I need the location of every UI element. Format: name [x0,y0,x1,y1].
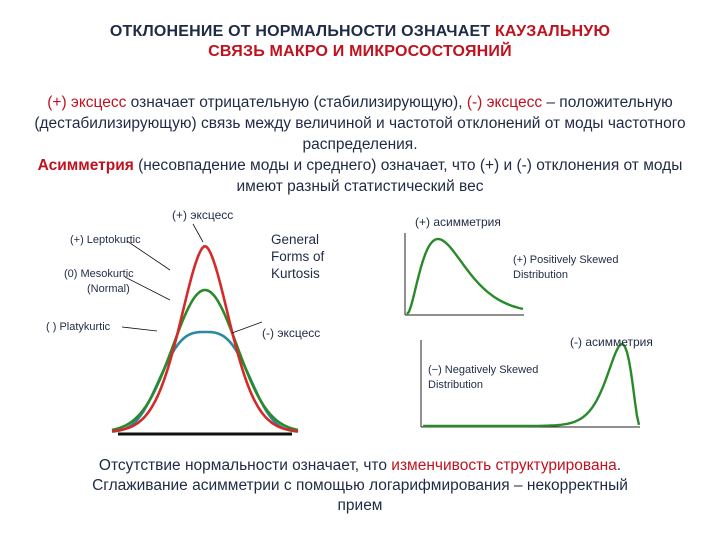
mesokurtic-label: (0) Mesokurtic [64,268,134,280]
leptokurtic-label: (+) Leptokurtic [70,234,141,246]
page-title: ОТКЛОНЕНИЕ ОТ НОРМАЛЬНОСТИ ОЗНАЧАЕТ КАУЗ… [0,22,720,62]
pos-excess-pointer [192,223,204,243]
neg-excess-pointer [231,321,263,334]
mesokurtic-curve [111,288,299,432]
footer-text-1: Отсутствие нормальности означает, что [98,457,392,474]
title-line-2: СВЯЗЬ МАКРО И МИКРОСОСТОЯНИЙ [208,43,512,60]
title-text: ОТКЛОНЕНИЕ ОТ НОРМАЛЬНОСТИ ОЗНАЧАЕТ [109,23,495,40]
footer-text: Отсутствие нормальности означает, что из… [10,456,710,516]
intro-text-2: – положительную (дестабилизирующую) связ… [34,94,686,153]
intro-text-1: означает отрицательную (стабилизирующую)… [126,94,467,111]
kurtosis-heading-line: Forms of [271,249,325,264]
intro-paragraph: (+) эксцесс означает отрицательную (стаб… [30,92,690,197]
positive-skew-label-line: (+) Positively Skewed [513,254,619,266]
platy-pointer [121,326,158,332]
platykurtic-label: ( ) Platykurtic [46,321,111,333]
lepto-pointer [126,240,171,271]
footer-highlight: изменчивость структурирована [391,457,617,474]
kurtosis-heading-line: Kurtosis [271,266,320,281]
negative-skew-label-line: Distribution [428,379,484,391]
kurtosis-heading: General Forms of Kurtosis [271,231,324,282]
neg-asymmetry-caption: (-) асимметрия [570,335,653,349]
neg-excess-caption: (-) эксцесс [262,326,321,340]
normal-label: (Normal) [87,283,130,295]
platykurtic-curve [111,330,299,433]
leptokurtic-curve [111,245,299,433]
negative-skew-label-line: (−) Negatively Skewed [428,364,539,376]
negative-excess-term: (-) эксцесс [466,94,543,111]
negative-skew-curve [423,343,641,428]
negative-skew-label: (−) Negatively Skewed Distribution [428,363,538,393]
positive-skew-label: (+) Positively Skewed Distribution [513,253,618,283]
footer-line-1: Отсутствие нормальности означает, что из… [10,456,710,476]
intro-text-3: (несовпадение моды и среднего) означает,… [133,157,683,195]
positive-skew-curve [406,237,524,315]
meso-pointer [124,276,171,301]
title-highlight: КАУЗАЛЬНУЮ [494,23,611,40]
positive-excess-term: (+) эксцесс [47,94,127,111]
kurtosis-heading-line: General [271,232,320,247]
pos-excess-caption: (+) эксцесс [172,208,234,222]
title-line-1: ОТКЛОНЕНИЕ ОТ НОРМАЛЬНОСТИ ОЗНАЧАЕТ КАУЗ… [0,22,720,42]
footer-line-2: Сглаживание асимметрии с помощью логариф… [92,477,628,514]
asymmetry-term: Асимметрия [37,157,134,174]
positive-skew-label-line: Distribution [513,269,569,281]
pos-asymmetry-caption: (+) асимметрия [415,215,501,229]
footer-period: . [616,457,622,474]
